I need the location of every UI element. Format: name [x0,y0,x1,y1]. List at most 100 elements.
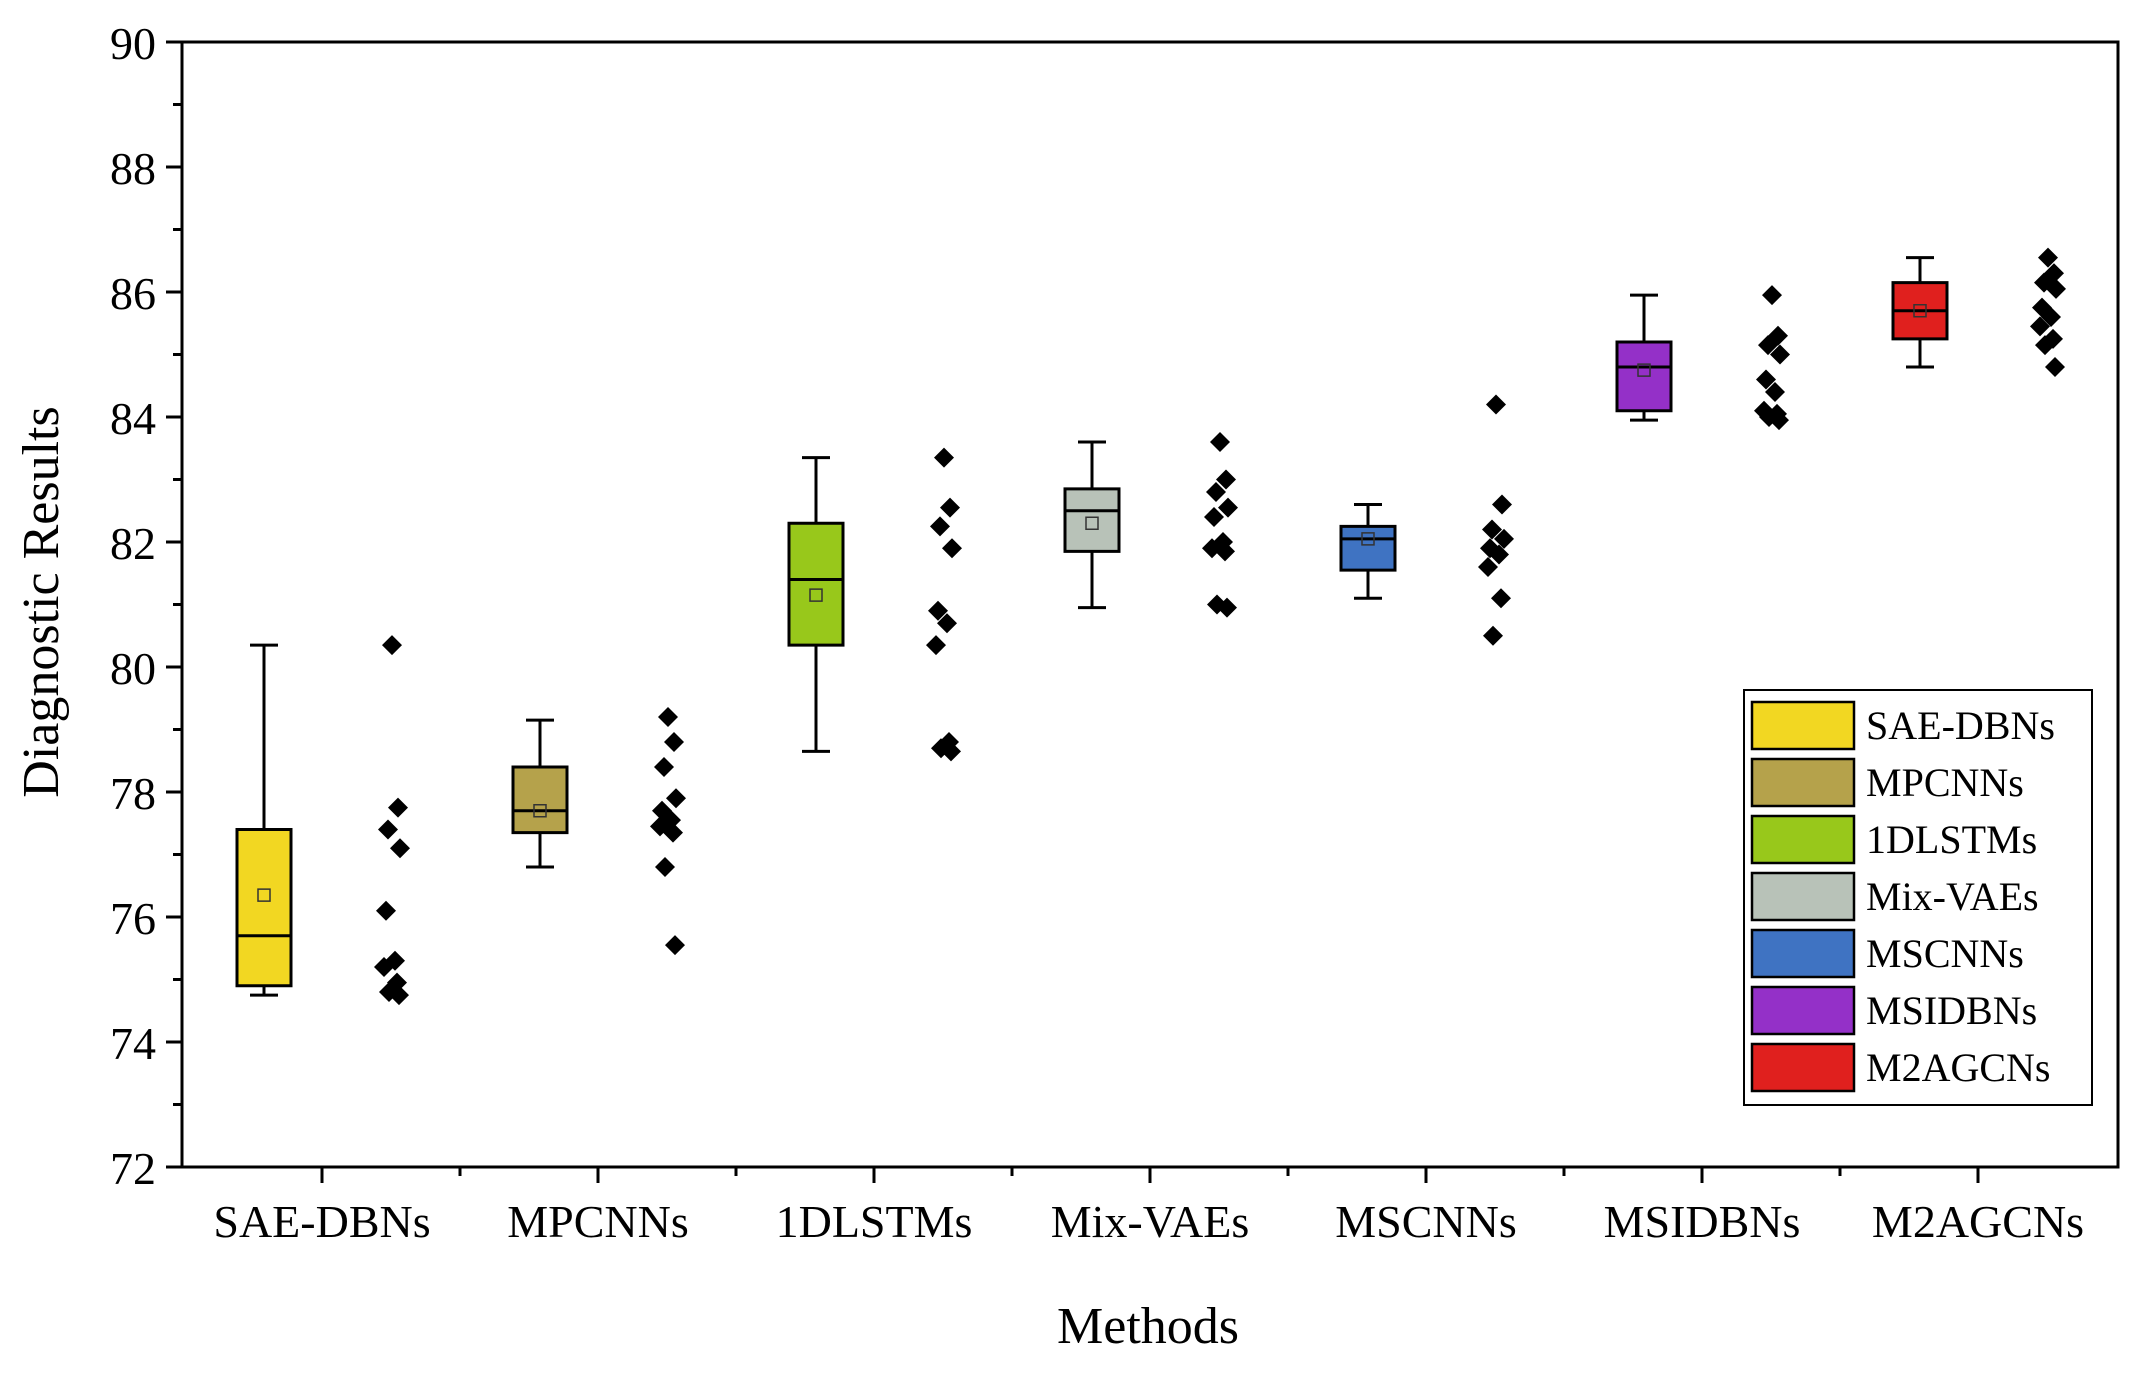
data-point [664,732,684,752]
y-tick-label: 84 [110,393,156,444]
x-tick-label: M2AGCNs [1872,1196,2084,1247]
data-point [1483,625,1503,646]
data-point [937,613,957,634]
box-M2AGCNs [1891,256,1949,369]
data-point [2045,357,2065,377]
legend-swatch [1750,928,1856,979]
box-SAE-DBNs [235,643,293,997]
mean-marker [1637,363,1651,377]
points-1DLSTMs [926,447,962,762]
mean-marker [1361,532,1375,546]
data-point [1482,519,1502,540]
data-point [1210,432,1230,452]
mean-marker [809,588,823,602]
data-point [663,822,683,843]
points-MSCNNs [1478,394,1514,646]
x-tick-label: MSIDBNs [1604,1196,1801,1247]
y-axis-label: Diagnostic Results [13,406,70,797]
mean-marker [1085,516,1099,530]
data-point [374,957,394,977]
box-iqr [787,521,845,647]
y-tick-label: 88 [110,143,156,194]
data-point [2035,335,2055,356]
plot-axes: 72 74 76 78 80 82 84 86 88 90 SAE-DBNs MPCNNs 1DLSTM… [110,18,2120,1247]
legend-label: MSCNNs [1866,931,2024,976]
data-point [1765,382,1785,402]
scatter-points-group [374,247,2066,1006]
data-point [1204,507,1224,527]
y-tick-label: 86 [110,268,156,319]
legend-swatch [1750,700,1856,751]
data-point [926,635,946,656]
box-series-group [235,256,1949,997]
y-tick-label: 72 [110,1143,156,1194]
x-tick-label: 1DLSTMs [776,1196,973,1247]
data-point [1762,285,1782,306]
legend-swatch [1750,985,1856,1036]
points-MPCNNs [650,707,686,956]
points-SAE-DBNs [374,635,410,1006]
box-iqr [511,765,569,835]
data-point [389,985,409,1006]
data-point [666,788,686,809]
y-tick-label: 80 [110,643,156,694]
y-tick-label: 82 [110,518,156,569]
y-tick-label: 90 [110,18,156,69]
data-point [378,819,398,840]
legend-swatch [1750,814,1856,865]
legend: SAE-DBNs MPCNNs 1DLSTMs Mix-VAEs MSCNNs MSIDB… [1743,689,2093,1106]
box-MSIDBNs [1615,293,1673,422]
x-tick-label: Mix-VAEs [1051,1196,1250,1247]
data-point [376,900,396,921]
data-point [1770,344,1790,365]
box-iqr [1063,487,1121,553]
legend-label: SAE-DBNs [1866,703,2055,748]
data-point [654,757,674,777]
data-point [928,600,948,621]
data-point [1478,557,1498,577]
data-point [2046,278,2066,299]
legend-label: M2AGCNs [1866,1045,2050,1090]
mean-marker [533,804,547,818]
data-point [941,741,961,762]
data-point [658,707,678,727]
data-point [940,497,960,518]
legend-label: 1DLSTMs [1866,817,2037,862]
x-tick-label: MPCNNs [507,1196,689,1247]
legend-swatch [1750,757,1856,808]
data-point [655,857,675,877]
data-point [1215,541,1235,562]
data-point [2030,316,2050,337]
legend-label: MPCNNs [1866,760,2024,805]
data-point [1769,410,1789,431]
data-point [382,635,402,656]
data-point [1491,588,1511,609]
mean-marker [257,888,271,902]
x-tick-label: MSCNNs [1335,1196,1517,1247]
data-point [1489,544,1509,565]
data-point [1756,369,1776,390]
legend-label: Mix-VAEs [1866,874,2039,919]
legend-swatch [1750,871,1856,922]
data-point [942,538,962,559]
data-point [1486,394,1506,415]
points-MSIDBNs [1754,285,1790,431]
legend-swatch [1750,1042,1856,1093]
mean-marker [1913,304,1927,318]
data-point [1206,482,1226,502]
box-Mix-VAEs [1063,440,1121,610]
data-point [1494,528,1514,549]
data-point [934,447,954,468]
y-tick-label: 78 [110,768,156,819]
data-point [2041,307,2061,327]
box-1DLSTMs [787,456,845,753]
y-tick-label: 76 [110,893,156,944]
data-point [1492,494,1512,515]
data-point [665,935,685,956]
data-point [388,797,408,818]
x-axis-label: Methods [1057,1298,1239,1355]
data-point [390,838,410,859]
x-tick-label: SAE-DBNs [213,1196,430,1247]
